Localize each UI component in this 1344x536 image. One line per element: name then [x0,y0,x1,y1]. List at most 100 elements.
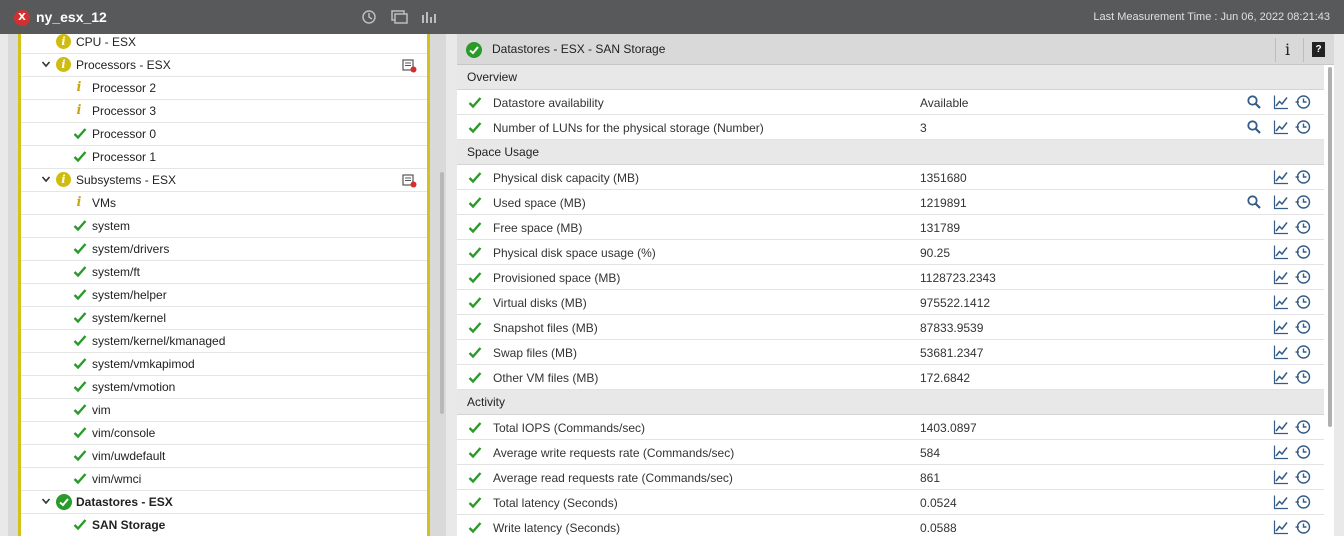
configure-tests-icon[interactable] [402,58,417,73]
configure-tests-icon[interactable] [402,173,417,188]
chevron-down-icon[interactable] [41,173,51,183]
alarm-icon[interactable] [360,9,378,25]
measurement-row: Free space (MB) 131789 [457,215,1324,240]
tree-item[interactable]: vim/wmci [21,468,427,491]
history-icon[interactable] [1295,269,1311,285]
measurement-name: Average read requests rate (Commands/sec… [493,471,733,485]
tree-item-label: system/vmkapimod [92,357,195,371]
measurement-name: Total latency (Seconds) [493,496,618,510]
search-icon[interactable] [1246,94,1262,110]
monitor-icon[interactable] [390,9,408,25]
tree-item[interactable]: system/vmotion [21,376,427,399]
tree-item[interactable]: system/drivers [21,238,427,261]
history-icon[interactable] [1295,244,1311,260]
check-icon [468,421,482,434]
tree-item[interactable]: system/kernel/kmanaged [21,330,427,353]
graph-icon[interactable] [1273,519,1289,535]
history-icon[interactable] [1295,94,1311,110]
chevron-down-icon[interactable] [41,495,51,505]
tree-item-label: CPU - ESX [76,35,137,49]
check-icon [73,334,87,347]
history-icon[interactable] [1295,369,1311,385]
graph-icon[interactable] [1273,269,1289,285]
graph-icon[interactable] [1273,469,1289,485]
graph-icon[interactable] [1273,419,1289,435]
tree-item[interactable]: system/kernel [21,307,427,330]
graph-icon[interactable] [1273,294,1289,310]
measurement-value: 172.6842 [920,371,971,385]
tree-item[interactable]: i Processors - ESX [21,54,427,77]
tree-item[interactable]: i CPU - ESX [21,34,427,54]
check-icon [468,521,482,534]
tree-item[interactable]: SAN Storage [21,514,427,536]
info-icon[interactable]: i [1285,40,1291,59]
history-icon[interactable] [1295,469,1311,485]
history-icon[interactable] [1295,519,1311,535]
tree-item[interactable]: Processor 1 [21,146,427,169]
measurement-name: Snapshot files (MB) [493,321,598,335]
tree-item[interactable]: vim/console [21,422,427,445]
graph-icon[interactable] [1273,444,1289,460]
graph-icon[interactable] [1273,244,1289,260]
tree-item[interactable]: i VMs [21,192,427,215]
tree-item[interactable]: i Processor 2 [21,77,427,100]
tree-item[interactable]: system/helper [21,284,427,307]
panel-divider[interactable] [446,34,457,536]
graph-icon[interactable] [1273,194,1289,210]
measurement-row: Total IOPS (Commands/sec) 1403.0897 [457,415,1324,440]
check-icon [468,496,482,509]
graph-icon[interactable] [1273,344,1289,360]
tree-item-label: system/kernel/kmanaged [92,334,226,348]
measurement-value: 53681.2347 [920,346,984,360]
check-icon [73,219,87,232]
graph-icon[interactable] [1273,219,1289,235]
measurement-row: Average read requests rate (Commands/sec… [457,465,1324,490]
tree-item[interactable]: i Processor 3 [21,100,427,123]
tree-item[interactable]: Datastores - ESX [21,491,427,514]
history-icon[interactable] [1295,319,1311,335]
tree-item[interactable]: system [21,215,427,238]
graph-icon[interactable] [1273,94,1289,110]
help-icon[interactable]: ? [1312,42,1325,57]
measurements-scrollbar[interactable] [1328,67,1332,427]
measurement-name: Physical disk capacity (MB) [493,171,640,185]
measurement-value: 90.25 [920,246,951,260]
measurement-row: Snapshot files (MB) 87833.9539 [457,315,1324,340]
tree-item[interactable]: i Subsystems - ESX [21,169,427,192]
check-icon [73,357,87,370]
check-icon [73,518,87,531]
bar-chart-icon[interactable] [420,9,438,25]
history-icon[interactable] [1295,219,1311,235]
graph-icon[interactable] [1273,169,1289,185]
tree-item[interactable]: Processor 0 [21,123,427,146]
history-icon[interactable] [1295,119,1311,135]
history-icon[interactable] [1295,194,1311,210]
history-icon[interactable] [1295,444,1311,460]
status-ok-icon [466,42,482,58]
graph-icon[interactable] [1273,369,1289,385]
check-icon [73,426,87,439]
graph-icon[interactable] [1273,119,1289,135]
check-icon [73,380,87,393]
chevron-down-icon[interactable] [41,58,51,68]
tree-item[interactable]: system/vmkapimod [21,353,427,376]
history-icon[interactable] [1295,344,1311,360]
graph-icon[interactable] [1273,494,1289,510]
tree-item-label: Datastores - ESX [76,495,173,509]
tree-item[interactable]: system/ft [21,261,427,284]
info-icon: i [76,103,82,118]
history-icon[interactable] [1295,169,1311,185]
tree-item[interactable]: vim/uwdefault [21,445,427,468]
search-icon[interactable] [1246,119,1262,135]
search-icon[interactable] [1246,194,1262,210]
measurement-row: Write latency (Seconds) 0.0588 [457,515,1324,536]
history-icon[interactable] [1295,419,1311,435]
graph-icon[interactable] [1273,319,1289,335]
tree-scrollbar[interactable] [440,172,444,414]
tree-item[interactable]: vim [21,399,427,422]
check-icon [73,472,87,485]
check-icon [468,471,482,484]
close-icon[interactable]: X [14,10,30,26]
history-icon[interactable] [1295,494,1311,510]
history-icon[interactable] [1295,294,1311,310]
